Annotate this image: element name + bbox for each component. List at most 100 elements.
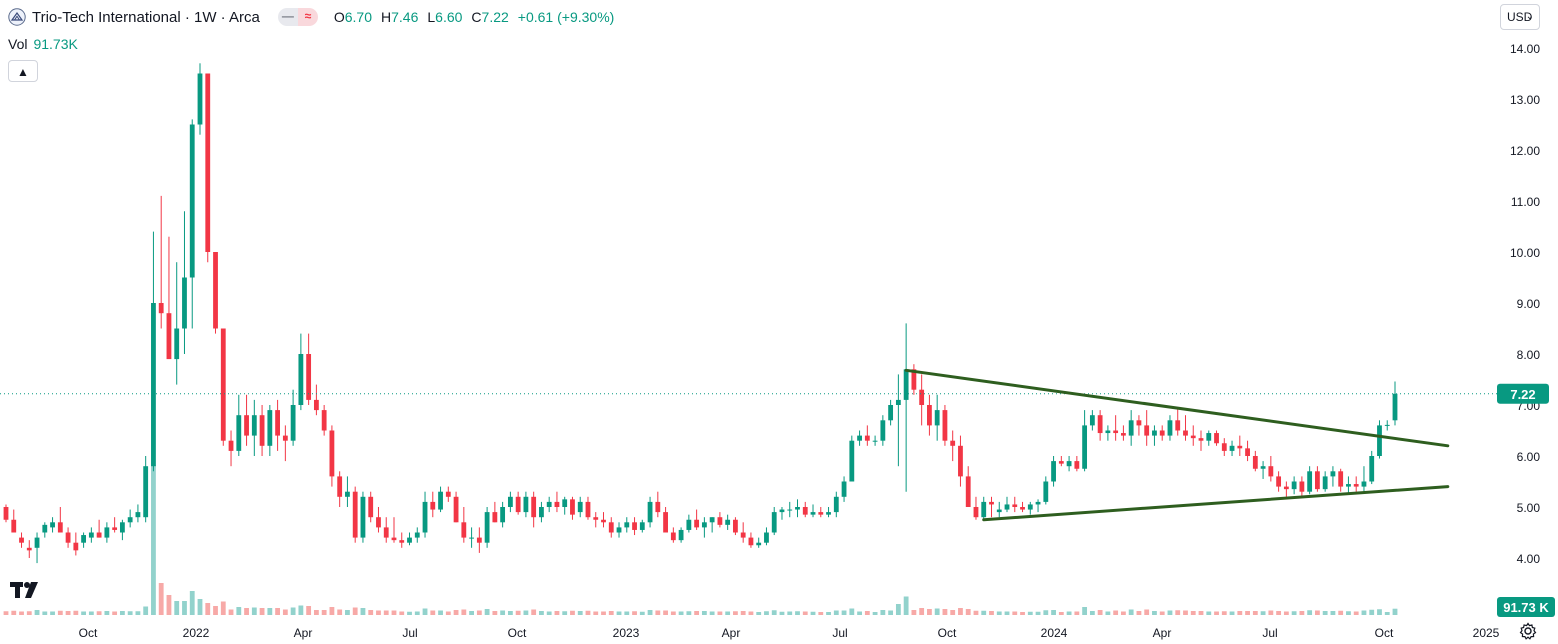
- candle: [1152, 425, 1157, 446]
- candle: [624, 517, 630, 533]
- candle-body: [717, 517, 723, 525]
- candle: [1066, 456, 1072, 472]
- candle-body: [958, 445, 963, 477]
- candle: [756, 537, 762, 548]
- candle: [989, 496, 994, 518]
- wave-icon[interactable]: ≈: [297, 8, 318, 26]
- candle: [1221, 438, 1227, 456]
- candle: [1121, 425, 1126, 441]
- time-tick-label: Oct: [79, 626, 98, 640]
- volume-bar: [469, 611, 474, 615]
- candle-body: [461, 522, 467, 538]
- volume-bar: [678, 611, 684, 615]
- volume-bar: [1307, 610, 1313, 615]
- status-pill[interactable]: — ≈: [277, 8, 318, 26]
- volume-bar: [903, 596, 909, 615]
- candle-body: [1175, 420, 1181, 431]
- candle: [399, 532, 405, 548]
- candle: [1314, 466, 1320, 492]
- candle-body: [616, 527, 622, 533]
- candle-body: [515, 496, 521, 513]
- candle: [174, 262, 180, 385]
- candle: [213, 252, 218, 334]
- candle-body: [833, 496, 839, 513]
- volume-bar: [1128, 609, 1134, 615]
- volume-bar: [127, 611, 133, 615]
- volume-bar: [864, 611, 870, 615]
- candle-body: [1384, 424, 1390, 426]
- price-tick-label: 5.00: [1517, 501, 1541, 515]
- candle-body: [577, 501, 583, 513]
- volume-bar: [1392, 608, 1398, 615]
- candle-body: [857, 435, 862, 441]
- price-axis[interactable]: 14.0013.0012.0011.0010.009.008.007.006.0…: [1510, 42, 1540, 566]
- candle-body: [663, 512, 668, 533]
- candle-body: [647, 501, 653, 523]
- candle: [958, 435, 963, 487]
- candle-body: [376, 517, 381, 528]
- candle: [492, 501, 498, 523]
- volume-bar: [1012, 611, 1018, 615]
- candle-body: [539, 507, 544, 518]
- candle: [244, 394, 249, 446]
- tradingview-logo[interactable]: [10, 580, 46, 602]
- candle-body: [554, 501, 560, 507]
- candle-body: [1299, 481, 1305, 492]
- candle-body: [531, 496, 537, 518]
- candle: [1291, 476, 1297, 495]
- minus-icon[interactable]: —: [277, 8, 298, 26]
- candle-body: [1089, 415, 1095, 426]
- volume-bar: [523, 610, 529, 615]
- candle: [1027, 501, 1033, 515]
- volume-bar: [476, 610, 482, 615]
- candle-body: [1027, 504, 1033, 510]
- volume-legend: Vol 91.73K: [8, 36, 78, 52]
- volume-bar: [189, 591, 195, 615]
- candle-body: [570, 499, 575, 515]
- time-axis[interactable]: Oct 2022 Apr Jul Oct 2023 Apr Jul Oct 2024 Apr Jul O…: [79, 626, 1500, 640]
- volume-bar: [337, 609, 343, 615]
- volume-bar: [826, 612, 831, 615]
- candle-body: [655, 501, 661, 513]
- candle: [1338, 468, 1344, 492]
- open-value: 6.70: [344, 9, 372, 25]
- candle: [562, 496, 568, 515]
- candle-body: [601, 519, 606, 523]
- close-value: 7.22: [481, 9, 509, 25]
- candle: [1237, 435, 1243, 456]
- candle: [531, 491, 537, 528]
- collapse-legend-button[interactable]: ▲: [8, 60, 38, 82]
- volume-bar: [694, 611, 700, 615]
- volume-bar: [570, 610, 575, 615]
- candle: [151, 231, 156, 472]
- time-tick-label: Oct: [508, 626, 527, 640]
- volume-bar: [484, 609, 490, 615]
- volume-bar: [554, 611, 560, 615]
- gear-icon[interactable]: [1519, 622, 1537, 640]
- currency-selector[interactable]: USD ⌄: [1500, 4, 1540, 30]
- volume-bar: [895, 604, 901, 615]
- candle-body: [11, 519, 17, 533]
- candle-body: [127, 517, 133, 523]
- candle: [787, 501, 793, 518]
- candle: [810, 504, 816, 518]
- symbol-title[interactable]: Trio-Tech International · 1W · Arca: [32, 8, 260, 26]
- candle: [849, 435, 855, 482]
- candle: [748, 532, 754, 548]
- volume-bar: [593, 611, 599, 615]
- volume-bar: [965, 609, 971, 615]
- candle: [422, 491, 428, 538]
- volume-bar: [515, 610, 521, 615]
- candle-body: [756, 542, 762, 546]
- candle: [880, 415, 886, 446]
- time-tick-label: 2025: [1473, 626, 1500, 640]
- candle: [205, 73, 211, 263]
- volume-bar: [1361, 610, 1367, 615]
- candle: [725, 514, 731, 530]
- candle-body: [507, 496, 513, 507]
- candle-body: [1190, 435, 1196, 439]
- volume-bar: [1113, 610, 1119, 615]
- candle-body: [360, 496, 366, 538]
- candle-body: [119, 522, 125, 533]
